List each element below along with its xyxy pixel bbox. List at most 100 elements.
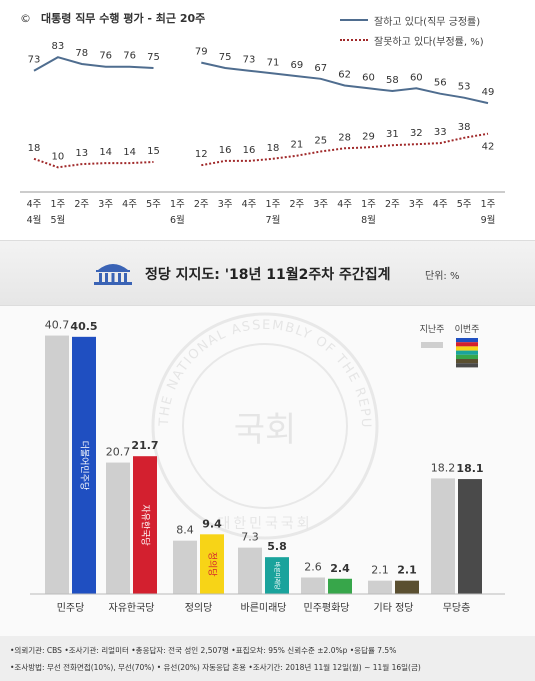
approve-data-label: 75 (147, 52, 160, 63)
legend-curr-swatch (456, 354, 478, 359)
x-tick-label: 3주 (98, 199, 113, 210)
approve-data-label: 69 (290, 60, 303, 71)
watermark-seal-text: 국회 (234, 410, 297, 450)
legend-curr-swatch (456, 363, 478, 368)
approval-chart-title: © 대통령 직무 수행 평가 - 최근 20주 (20, 12, 206, 25)
disapprove-data-label: 33 (434, 127, 447, 138)
disapprove-data-label: 18 (28, 143, 41, 154)
approve-data-label: 78 (75, 48, 88, 59)
x-tick-label: 1주 (481, 199, 496, 210)
x-tick-label: 1주 (266, 199, 281, 210)
approve-data-label: 60 (362, 72, 375, 83)
approve-data-label: 67 (314, 63, 327, 74)
disapprove-data-label: 12 (195, 149, 208, 160)
bar-curr-value: 5.8 (267, 540, 287, 553)
x-tick-label: 2주 (74, 199, 89, 210)
bar-prev-value: 8.4 (176, 524, 194, 537)
approval-panel: © 대통령 직무 수행 평가 - 최근 20주 잘하고 있다(직무 긍정률) 잘못… (0, 0, 535, 240)
bar-curr (395, 580, 419, 594)
footnote-line-2: •조사방법: 무선 전화면접(10%), 무선(70%) • 유선(20%) 자… (10, 663, 421, 672)
bar-curr (72, 336, 96, 594)
watermark-korean: 대한민국국회 (217, 516, 312, 532)
approve-data-label: 71 (267, 57, 280, 68)
category-label: 민주평화당 (304, 602, 350, 614)
bar-prev (106, 462, 130, 594)
bar-curr-value: 21.7 (131, 439, 158, 452)
approve-data-label: 56 (434, 78, 447, 89)
bar-prev-value: 18.2 (431, 461, 456, 474)
legend-curr-swatch (456, 346, 478, 351)
disapprove-data-label: 25 (314, 136, 327, 147)
x-tick-label: 5주 (146, 199, 161, 210)
disapprove-legend-label: 잘못하고 있다(부정률, %) (374, 36, 484, 48)
approve-series-line (33, 56, 489, 105)
category-label: 자유한국당 (109, 602, 155, 614)
x-tick-label: 2주 (194, 199, 209, 210)
disapprove-data-label: 29 (362, 131, 375, 142)
watermark-inner-ring (182, 343, 348, 509)
bar-curr (458, 479, 482, 594)
approve-data-label: 53 (458, 82, 471, 93)
party-logo-text: 자유한국당 (140, 504, 151, 545)
x-tick-label: 7월 (266, 214, 281, 226)
approve-data-label: 58 (386, 75, 399, 86)
disapprove-data-label: 16 (219, 145, 232, 156)
party-logo-text: 더불어민주당 (79, 441, 90, 491)
party-chart-title: 정당 지지도: '18년 11월2주차 주간집계 (145, 267, 391, 283)
party-chart-unit: 단위: % (425, 271, 460, 282)
approval-line-chart: 73 83 78 76 76 75 79 75 73 71 69 67 62 60 58 60 56 53 49 18… (20, 41, 505, 226)
approve-data-label: 73 (243, 55, 256, 66)
x-tick-label: 4주 (337, 199, 352, 210)
approve-data-label: 73 (28, 55, 41, 66)
bar-curr (200, 534, 224, 594)
bar-prev (301, 577, 325, 594)
x-tick-label: 5월 (50, 214, 65, 226)
bar-prev (45, 335, 69, 594)
x-tick-label: 2주 (289, 199, 304, 210)
bar-curr-value: 40.5 (70, 320, 97, 333)
category-label: 바른미래당 (241, 602, 287, 614)
x-tick-label: 9월 (481, 214, 496, 226)
approve-data-label: 75 (219, 52, 232, 63)
legend-curr-swatch (456, 359, 478, 364)
disapprove-data-label: 31 (386, 129, 399, 140)
x-tick-label: 3주 (218, 199, 233, 210)
legend-prev-swatch (421, 342, 443, 348)
party-title-band (0, 240, 535, 306)
bar-curr-value: 2.4 (330, 562, 350, 575)
category-label: 정의당 (185, 602, 213, 614)
x-tick-label: 5주 (457, 199, 472, 210)
legend-curr-swatch (456, 338, 478, 343)
disapprove-data-label: 42 (482, 142, 495, 153)
bar-prev (431, 478, 455, 594)
category-label: 민주당 (57, 602, 85, 614)
bar-curr-value: 18.1 (456, 462, 483, 475)
bar-prev (238, 547, 262, 594)
x-tick-label: 2주 (385, 199, 400, 210)
disapprove-data-label: 10 (52, 151, 65, 162)
disapprove-data-label: 16 (243, 145, 256, 156)
x-tick-label: 4주 (242, 199, 257, 210)
watermark-outer-ring (151, 312, 379, 540)
approve-data-label: 76 (99, 51, 112, 62)
approve-data-label: 49 (482, 87, 495, 98)
copyright-mark: © (20, 12, 31, 25)
approve-data-label: 79 (195, 47, 208, 58)
legend-curr-swatch (456, 350, 478, 355)
bar-prev-value: 2.1 (371, 564, 389, 577)
party-logo-text: 바른미래당 (273, 561, 281, 590)
bar-prev-value: 2.6 (304, 560, 322, 573)
x-tick-label: 3주 (313, 199, 328, 210)
approve-legend-label: 잘하고 있다(직무 긍정률) (374, 16, 481, 28)
bar-curr-value: 2.1 (397, 564, 417, 577)
disapprove-data-label: 38 (458, 122, 471, 133)
survey-footnote: •의뢰기관: CBS •조사기관: 리얼미터 •총응답자: 전국 성인 2,50… (0, 636, 535, 681)
disapprove-data-label: 14 (123, 147, 136, 158)
approval-legend: 잘하고 있다(직무 긍정률) 잘못하고 있다(부정률, %) (340, 10, 484, 50)
disapprove-data-label: 14 (99, 147, 112, 158)
x-tick-label: 4주 (27, 199, 42, 210)
legend-curr-swatch (456, 342, 478, 347)
x-tick-label: 4주 (122, 199, 137, 210)
bar-prev (173, 540, 197, 594)
footnote-line-1: •의뢰기관: CBS •조사기관: 리얼미터 •총응답자: 전국 성인 2,50… (10, 646, 397, 655)
